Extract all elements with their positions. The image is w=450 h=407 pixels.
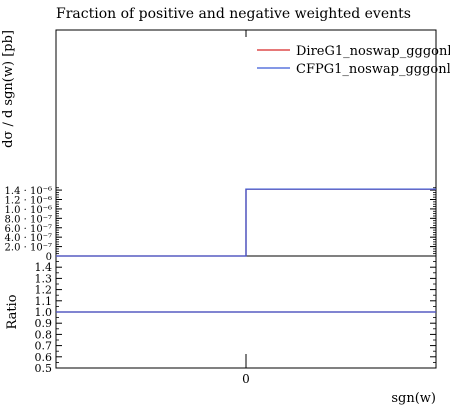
ratio-tick-label: 1.3 [35,272,53,285]
ratio-tick-label: 1.2 [35,284,53,297]
legend-label-cfpg1: CFPG1_noswap_gggonly [296,62,450,77]
x-axis-label: sgn(w) [391,391,436,406]
ratio-tick-label: 0.8 [35,328,53,341]
chart-title: Fraction of positive and negative weight… [56,6,411,22]
ratio-axis-label: Ratio [5,294,20,329]
y-tick-label: 1.4 · 10⁻⁶ [5,186,52,197]
series-line [56,188,436,257]
ratio-tick-label: 0.9 [35,317,53,330]
legend-label-direg1: DireG1_noswap_gggonly [296,44,450,59]
y-tick-label: 1.2 · 10⁻⁶ [5,196,52,207]
ratio-tick-label: 0.7 [35,340,53,353]
y-tick-label: 1.0 · 10⁻⁶ [5,205,52,216]
y-tick-label: 2.0 · 10⁻⁷ [5,243,52,254]
main-axis-ticks: 02.0 · 10⁻⁷4.0 · 10⁻⁷6.0 · 10⁻⁷8.0 · 10⁻… [5,30,436,263]
ratio-tick-label: 0.6 [35,351,53,364]
y-tick-label: 0 [46,252,52,263]
ratio-tick-label: 0.5 [35,362,53,375]
legend: DireG1_noswap_gggonly CFPG1_noswap_gggon… [257,44,450,77]
ratio-tick-label: 1.1 [35,295,53,308]
y-tick-label: 8.0 · 10⁻⁷ [5,214,52,225]
y-tick-label: 6.0 · 10⁻⁷ [5,224,52,235]
ratio-axis-ticks: 0.50.60.70.80.91.01.11.21.31.4 0 [35,261,436,386]
x-tick-label: 0 [242,372,250,386]
y-axis-label: dσ / d sgn(w) [pb] [1,30,16,148]
series-layer [56,188,436,257]
ratio-tick-label: 1.4 [35,261,53,274]
y-tick-label: 4.0 · 10⁻⁷ [5,233,52,244]
ratio-tick-label: 1.0 [35,306,53,319]
